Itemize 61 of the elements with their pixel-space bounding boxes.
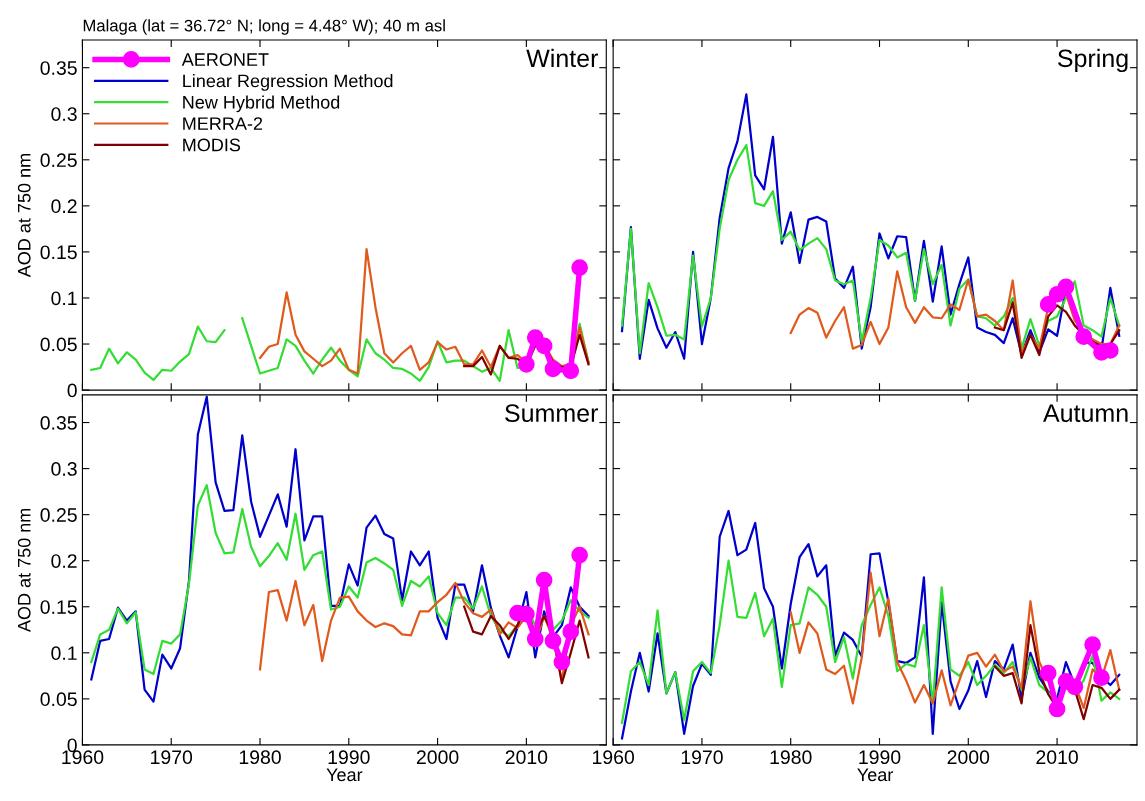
legend-label: Linear Regression Method xyxy=(183,74,393,91)
x-tick-label: 2000 xyxy=(947,750,990,765)
x-tick-label: 1970 xyxy=(151,750,193,765)
line-series xyxy=(90,484,590,676)
point xyxy=(1066,678,1084,696)
x-tick-label: 1980 xyxy=(770,750,812,765)
point xyxy=(1084,636,1101,653)
text: Malaga (lat = 36.72° N; long = 4.48° W); 40 m asl xyxy=(83,19,445,35)
y-tick-label: 0.35 xyxy=(40,61,77,75)
point xyxy=(562,362,580,380)
legend-label: MERRA-2 xyxy=(183,117,263,130)
y-tick-label: 0.1 xyxy=(51,291,77,306)
point xyxy=(571,546,588,564)
x-tick-label: 2010 xyxy=(505,750,548,765)
x-tick-label: 1980 xyxy=(239,750,281,765)
point xyxy=(1102,342,1119,359)
point xyxy=(544,360,562,378)
y-tick-label: 0.35 xyxy=(40,416,77,430)
y-tick-label: 0.15 xyxy=(40,600,77,614)
y-tick-label: 0.2 xyxy=(51,554,77,568)
chart-title: Spring xyxy=(1058,48,1128,73)
point xyxy=(518,355,535,373)
y-tick-label: 0.15 xyxy=(40,245,77,260)
y-tick-label: 0.3 xyxy=(51,107,77,121)
point xyxy=(535,571,553,589)
point xyxy=(535,337,553,355)
point xyxy=(571,259,588,276)
x-axis-title: Year xyxy=(857,768,894,782)
point xyxy=(1048,700,1066,718)
x-tick-label: 1960 xyxy=(593,750,635,765)
point xyxy=(544,632,562,650)
legend-label: MODIS xyxy=(183,138,241,152)
x-tick-label: 1970 xyxy=(681,750,723,765)
point xyxy=(1075,328,1093,345)
point xyxy=(1093,669,1110,687)
chart-title: Summer xyxy=(505,404,599,423)
point xyxy=(1057,278,1075,296)
y-tick-label: 0.05 xyxy=(40,337,77,352)
x-tick-label: 2010 xyxy=(1036,750,1078,765)
point xyxy=(526,630,544,648)
y-tick-label: 0.3 xyxy=(51,462,77,476)
y-tick-label: 0.2 xyxy=(51,199,77,214)
chart-title: Autumn xyxy=(1043,404,1128,423)
y-tick-label: 0.05 xyxy=(40,692,77,707)
legend-label: New Hybrid Method xyxy=(183,95,340,113)
x-tick-label: 1990 xyxy=(859,750,901,765)
point xyxy=(1039,664,1057,682)
point xyxy=(562,623,580,640)
y-tick-label: 0 xyxy=(67,383,77,398)
x-tick-label: 1990 xyxy=(328,750,370,765)
y-tick-label: 0.25 xyxy=(40,153,77,168)
x-tick-label: 2000 xyxy=(416,750,459,765)
y-axis-title: AOD at 750 nm xyxy=(17,508,31,633)
point xyxy=(553,653,571,671)
y-tick-label: 0.25 xyxy=(40,508,77,522)
y-tick-label: 0.1 xyxy=(51,646,77,661)
x-axis-title: Year xyxy=(326,768,363,782)
y-axis-title: AOD at 750 nm xyxy=(17,154,31,278)
chart-title: Winter xyxy=(526,48,599,68)
legend-label: AERONET xyxy=(181,53,269,66)
line-series xyxy=(463,605,590,685)
